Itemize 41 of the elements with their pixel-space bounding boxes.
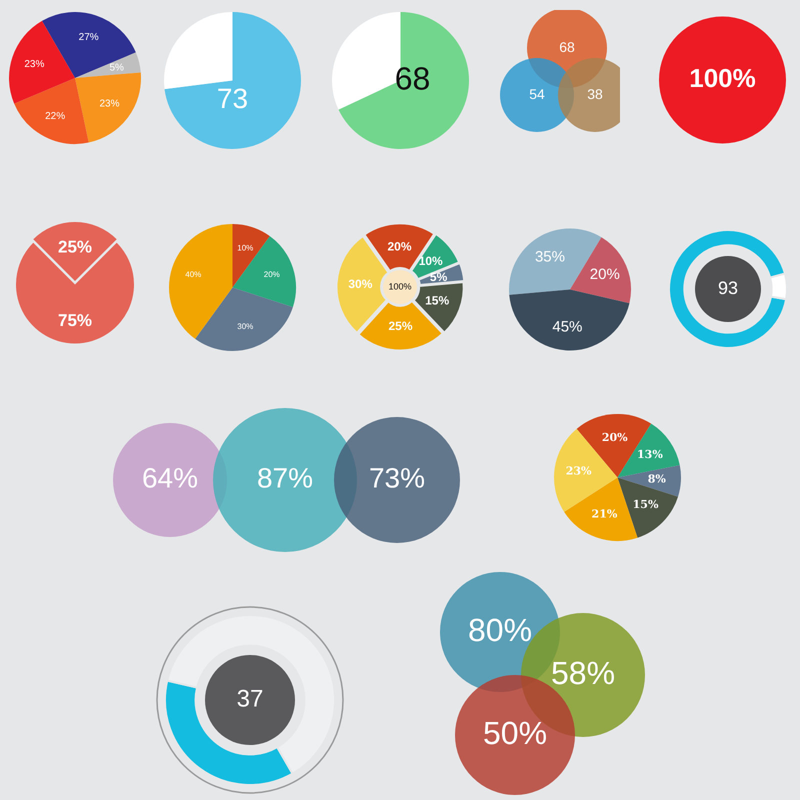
data-label: 75% bbox=[58, 310, 92, 330]
data-label: 30% bbox=[348, 276, 373, 291]
data-label: 23% bbox=[24, 59, 44, 70]
data-label: 40% bbox=[185, 270, 202, 279]
data-label: 20% bbox=[602, 431, 628, 444]
data-label: 80% bbox=[468, 612, 532, 648]
data-label: 30% bbox=[237, 322, 254, 331]
text: 100% bbox=[689, 63, 756, 94]
data-label: 13% bbox=[637, 448, 664, 462]
data-label: 45% bbox=[552, 318, 582, 336]
data-label: 35% bbox=[534, 248, 565, 266]
data-label: 15% bbox=[632, 498, 659, 512]
data-label: 38 bbox=[587, 86, 603, 102]
data-label: 50% bbox=[482, 714, 548, 751]
text: 100% bbox=[388, 281, 412, 292]
data-label: 54 bbox=[529, 86, 545, 102]
text: 93 bbox=[718, 278, 738, 298]
data-label: 23% bbox=[566, 464, 592, 478]
data-label: 10% bbox=[237, 243, 254, 252]
data-label: 5% bbox=[109, 62, 124, 74]
data-label: 22% bbox=[45, 110, 66, 122]
data-label: 20% bbox=[387, 240, 412, 254]
data-label: 10% bbox=[418, 254, 444, 268]
data-label: 23% bbox=[99, 98, 120, 110]
data-label: 21% bbox=[592, 507, 618, 520]
data-label: 73% bbox=[368, 462, 426, 494]
data-label: 58% bbox=[550, 654, 616, 691]
data-label: 5% bbox=[430, 270, 448, 284]
data-label: 27% bbox=[78, 32, 99, 44]
data-label: 8% bbox=[648, 472, 666, 486]
data-label: 20% bbox=[264, 270, 280, 279]
data-label: 20% bbox=[590, 266, 620, 283]
data-label: 87% bbox=[256, 462, 314, 494]
data-label: 25% bbox=[58, 238, 92, 257]
text: 68 bbox=[394, 60, 430, 96]
data-label: 25% bbox=[388, 318, 413, 333]
data-label: 15% bbox=[425, 293, 450, 308]
text: 73 bbox=[216, 83, 248, 114]
text: 37 bbox=[236, 686, 264, 713]
data-label: 68 bbox=[559, 38, 575, 55]
data-label: 64% bbox=[142, 462, 198, 494]
